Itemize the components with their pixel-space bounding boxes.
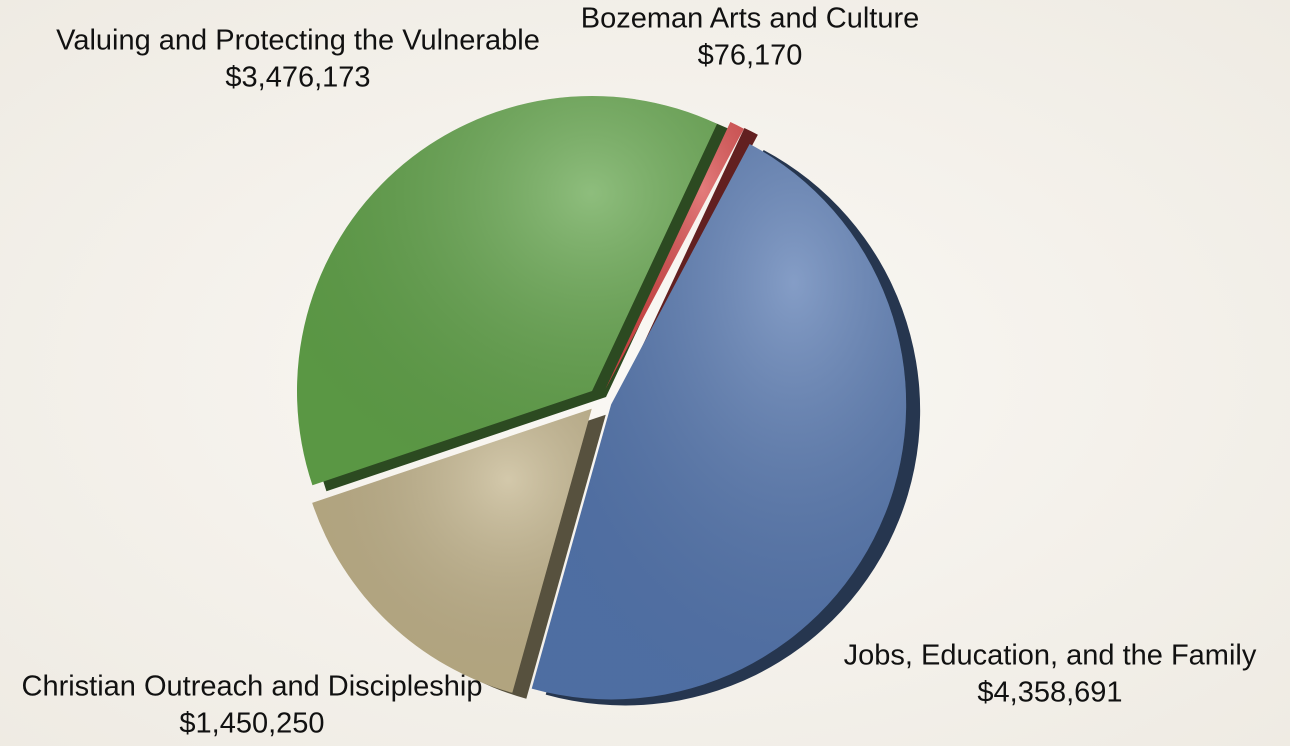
slice-label: Jobs, Education, and the Family <box>844 640 1257 672</box>
slice-value-label: $1,450,250 <box>179 708 324 740</box>
slice-value-label: $3,476,173 <box>225 62 370 94</box>
slice-value-label: $4,358,691 <box>977 677 1122 709</box>
slice-shine <box>312 408 592 693</box>
slice-shine <box>297 96 718 486</box>
slice-value-label: $76,170 <box>698 40 803 72</box>
slice-label: Bozeman Arts and Culture <box>581 3 920 35</box>
slice-label: Christian Outreach and Discipleship <box>22 671 483 703</box>
slice-label: Valuing and Protecting the Vulnerable <box>56 25 540 57</box>
slice-shine <box>605 122 744 390</box>
slice-shine <box>531 143 907 700</box>
